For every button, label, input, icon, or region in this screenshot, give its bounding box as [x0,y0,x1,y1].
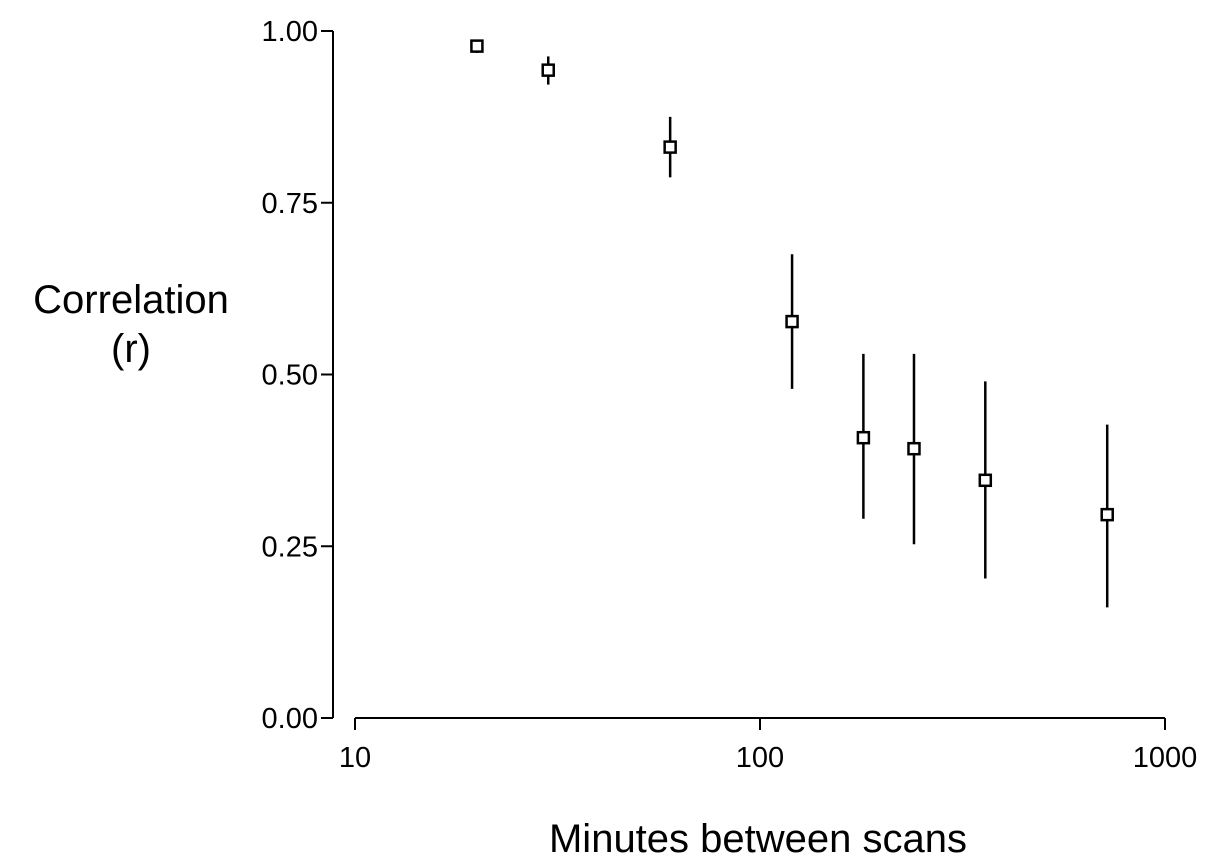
x-tick-label: 1000 [1133,742,1198,774]
x-tick-label: 100 [736,742,784,774]
data-point-marker [907,441,921,456]
data-point-marker [1100,507,1114,522]
x-axis-title: Minutes between scans [549,817,967,860]
y-tick-label: 1.00 [262,16,318,48]
data-point-marker [663,140,677,154]
x-axis: 10 100 1000 [339,717,1198,774]
y-tick-label: 0.00 [262,703,318,735]
data-point-marker [978,473,993,488]
data-point-marker [785,314,799,329]
y-tick-label: 0.25 [262,531,318,563]
y-tick-label: 0.50 [262,360,318,392]
y-axis-title-line2: (r) [111,327,151,371]
y-axis-title-line1: Correlation [33,278,229,322]
data-point-marker [856,430,871,445]
x-tick-label: 10 [339,742,371,774]
y-tick-label: 0.75 [262,188,318,220]
data-points [470,39,1114,608]
y-axis: 0.00 0.25 0.50 0.75 1.00 [262,16,334,735]
data-point-marker [470,39,484,53]
data-point-marker [541,63,555,77]
